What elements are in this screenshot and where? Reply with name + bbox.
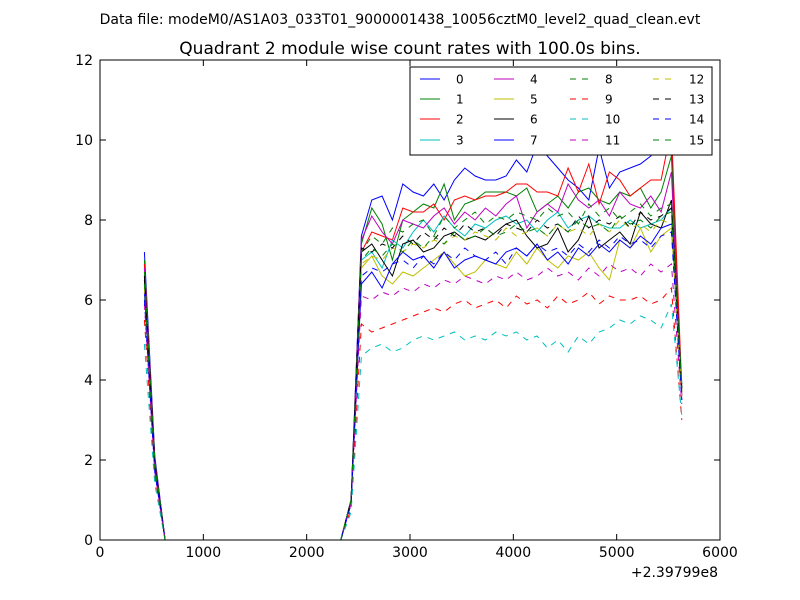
legend-label: 6 bbox=[530, 113, 538, 127]
plot-frame bbox=[99, 59, 721, 541]
suptitle: Data file: modeM0/AS1A03_033T01_90000014… bbox=[100, 12, 701, 28]
legend: 0 1 2 3 4 5 6 7 8 9 10 11 12 bbox=[409, 66, 713, 156]
y-tick-label: 12 bbox=[75, 53, 93, 69]
y-tick-labels: 0 2 4 6 8 10 12 bbox=[75, 53, 93, 549]
chart-title: Quadrant 2 module wise count rates with … bbox=[179, 39, 640, 59]
x-tick-label: 5000 bbox=[599, 545, 635, 561]
legend-label: 15 bbox=[689, 134, 704, 148]
legend-label: 3 bbox=[456, 134, 464, 148]
legend-label: 11 bbox=[605, 134, 620, 148]
y-tick-label: 10 bbox=[75, 133, 93, 149]
legend-label: 13 bbox=[689, 93, 704, 107]
x-tick-label: 4000 bbox=[495, 545, 531, 561]
y-tick-label: 8 bbox=[84, 213, 93, 229]
series-line-12 bbox=[143, 219, 683, 541]
legend-label: 14 bbox=[689, 113, 704, 127]
series-line-14 bbox=[143, 231, 683, 541]
x-tick-label: 2000 bbox=[289, 545, 325, 561]
legend-box bbox=[409, 66, 713, 156]
legend-label: 0 bbox=[456, 73, 464, 87]
legend-label: 10 bbox=[605, 113, 620, 127]
legend-label: 12 bbox=[689, 73, 704, 87]
x-tick-labels: 0 1000 2000 3000 4000 5000 6000 bbox=[96, 545, 738, 561]
x-tick-label: 1000 bbox=[185, 545, 221, 561]
legend-label: 8 bbox=[605, 73, 613, 87]
x-tick-label: 3000 bbox=[392, 545, 428, 561]
legend-label: 4 bbox=[530, 73, 538, 87]
legend-label: 2 bbox=[456, 113, 464, 127]
y-tick-label: 6 bbox=[84, 293, 93, 309]
legend-label: 1 bbox=[456, 93, 464, 107]
x-tick-label: 6000 bbox=[702, 545, 738, 561]
y-tick-label: 4 bbox=[84, 373, 93, 389]
x-offset-label: +2.39799e8 bbox=[631, 565, 718, 581]
legend-label: 7 bbox=[530, 134, 538, 148]
x-tick-label: 0 bbox=[96, 545, 105, 561]
y-tick-label: 0 bbox=[84, 533, 93, 549]
y-tick-label: 2 bbox=[84, 453, 93, 469]
legend-label: 9 bbox=[605, 93, 613, 107]
legend-label: 5 bbox=[530, 93, 538, 107]
legend-entries: 0 1 2 3 4 5 6 7 8 9 10 11 12 bbox=[420, 73, 704, 148]
